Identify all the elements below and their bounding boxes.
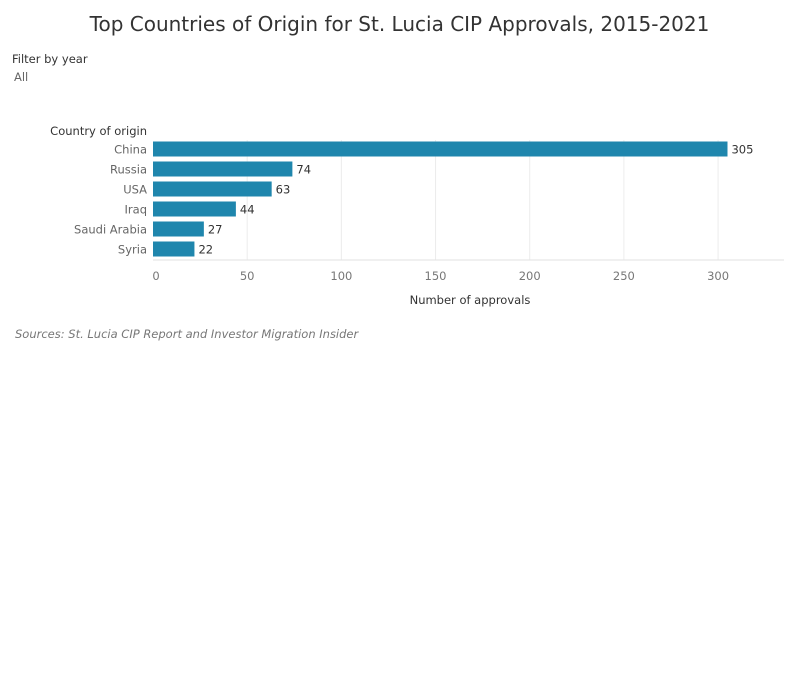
value-label: 22 <box>198 243 213 257</box>
bar-russia[interactable] <box>153 161 293 177</box>
category-label: USA <box>123 183 147 197</box>
x-tick-label: 150 <box>425 269 447 283</box>
bar-iraq[interactable] <box>153 201 236 217</box>
grid-lines <box>153 140 784 261</box>
bars <box>153 141 728 257</box>
x-axis-ticks: 0 50 100 150 200 250 300 <box>152 269 729 283</box>
x-tick-label: 100 <box>330 269 352 283</box>
filter-label: Filter by year <box>12 52 88 66</box>
category-labels: China Russia USA Iraq Saudi Arabia Syria <box>74 143 147 257</box>
category-label: China <box>114 143 147 157</box>
value-label: 305 <box>731 143 753 157</box>
source-note: Sources: St. Lucia CIP Report and Invest… <box>15 327 359 341</box>
value-label: 44 <box>240 203 255 217</box>
category-axis-title: Country of origin <box>50 124 147 138</box>
bar-chart: Country of origin China Russia USA Iraq Saud… <box>50 124 784 307</box>
x-axis-title: Number of approvals <box>410 293 531 307</box>
x-tick-label: 250 <box>613 269 635 283</box>
bar-saudi-arabia[interactable] <box>153 221 204 237</box>
chart-title: Top Countries of Origin for St. Lucia CI… <box>89 12 710 36</box>
bar-syria[interactable] <box>153 241 195 257</box>
bar-china[interactable] <box>153 141 728 157</box>
x-tick-label: 0 <box>152 269 159 283</box>
x-tick-label: 200 <box>519 269 541 283</box>
category-label: Iraq <box>125 203 147 217</box>
category-label: Russia <box>110 163 147 177</box>
category-label: Saudi Arabia <box>74 223 147 237</box>
year-filter-dropdown[interactable]: All <box>14 70 29 84</box>
x-tick-label: 300 <box>707 269 729 283</box>
value-label: 27 <box>208 223 223 237</box>
bar-usa[interactable] <box>153 181 272 197</box>
category-label: Syria <box>118 243 147 257</box>
value-labels: 305 74 63 44 27 22 <box>198 143 753 257</box>
value-label: 74 <box>296 163 311 177</box>
x-tick-label: 50 <box>240 269 255 283</box>
value-label: 63 <box>276 183 291 197</box>
